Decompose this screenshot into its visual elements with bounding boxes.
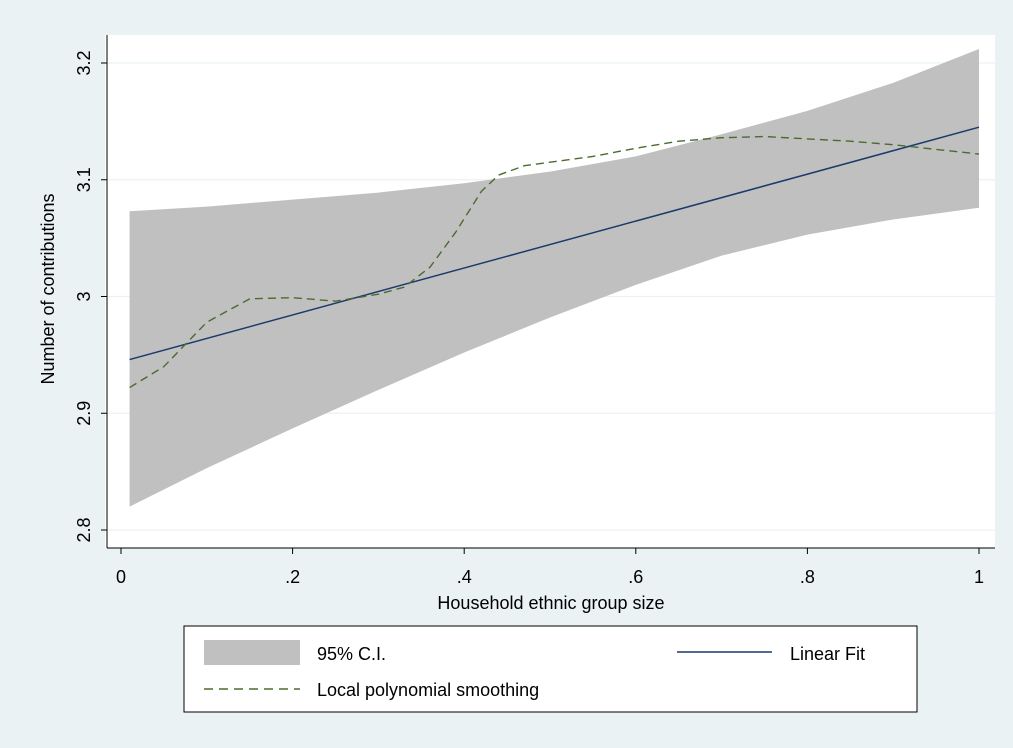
y-tick-label: 3.2 [74,50,94,75]
legend: 95% C.I. Linear Fit Local polynomial smo… [183,625,918,713]
x-tick-label: .4 [457,567,472,587]
y-tick-label: 3.1 [74,167,94,192]
legend-ci-label: 95% C.I. [317,644,386,664]
y-tick-label: 3 [74,291,94,301]
linear-fit-line [129,126,980,361]
smoothing-line [129,135,980,389]
legend-box [183,625,918,713]
x-axis-title: Household ethnic group size [437,593,664,613]
x-axis-ticks: 0 .2 .4 .6 .8 1 [116,548,984,587]
x-tick-label: 1 [974,567,984,587]
x-tick-label: 0 [116,567,126,587]
y-tick-label: 2.8 [74,517,94,542]
legend-linear-label: Linear Fit [790,644,865,664]
y-axis-title: Number of contributions [38,193,58,384]
legend-ci-swatch [204,640,300,665]
legend-smooth-label: Local polynomial smoothing [317,680,539,700]
y-tick-label: 2.9 [74,401,94,426]
x-tick-label: .2 [285,567,300,587]
ci-band [129,48,979,507]
x-tick-label: .6 [628,567,643,587]
x-tick-label: .8 [800,567,815,587]
y-axis-ticks: 2.8 2.9 3 3.1 3.2 [74,50,107,543]
chart-marks [129,48,980,507]
